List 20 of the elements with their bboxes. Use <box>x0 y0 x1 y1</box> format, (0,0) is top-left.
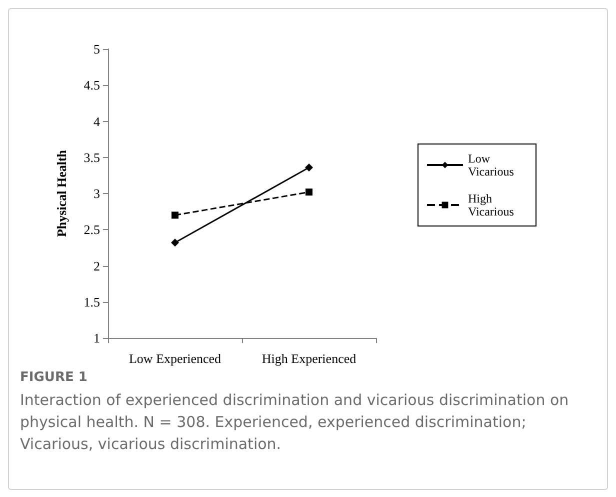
y-tick-label: 2.5 <box>84 222 100 238</box>
x-tick-label: High Experienced <box>262 351 357 366</box>
point <box>171 238 179 247</box>
y-tick-label: 2 <box>94 258 100 274</box>
y-tick-label: 1.5 <box>84 294 100 310</box>
legend-label: Low Vicarious <box>468 152 514 178</box>
point <box>172 212 178 219</box>
point <box>305 163 313 172</box>
text: Interaction of experienced discrimination and vicarious discrimination on physical health. N = 308. Experienced, experienced discrimination; Vicarious, vicarious discrimination. <box>20 390 570 455</box>
y-tick-label: 4.5 <box>84 78 100 93</box>
legend-label: High Vicarious <box>468 192 514 218</box>
y-tick-label: 3.5 <box>84 150 100 165</box>
y-tick-label: 3 <box>94 186 100 201</box>
y-axis-title: Physical Health <box>54 149 69 238</box>
y-tick-label: 5 <box>94 42 100 56</box>
x-tick-label: Low Experienced <box>128 351 222 366</box>
caption: FIGURE 1 <box>20 370 88 385</box>
y-tick-label: 1 <box>94 330 100 346</box>
point <box>306 188 312 196</box>
y-tick-label: 4 <box>94 114 100 129</box>
